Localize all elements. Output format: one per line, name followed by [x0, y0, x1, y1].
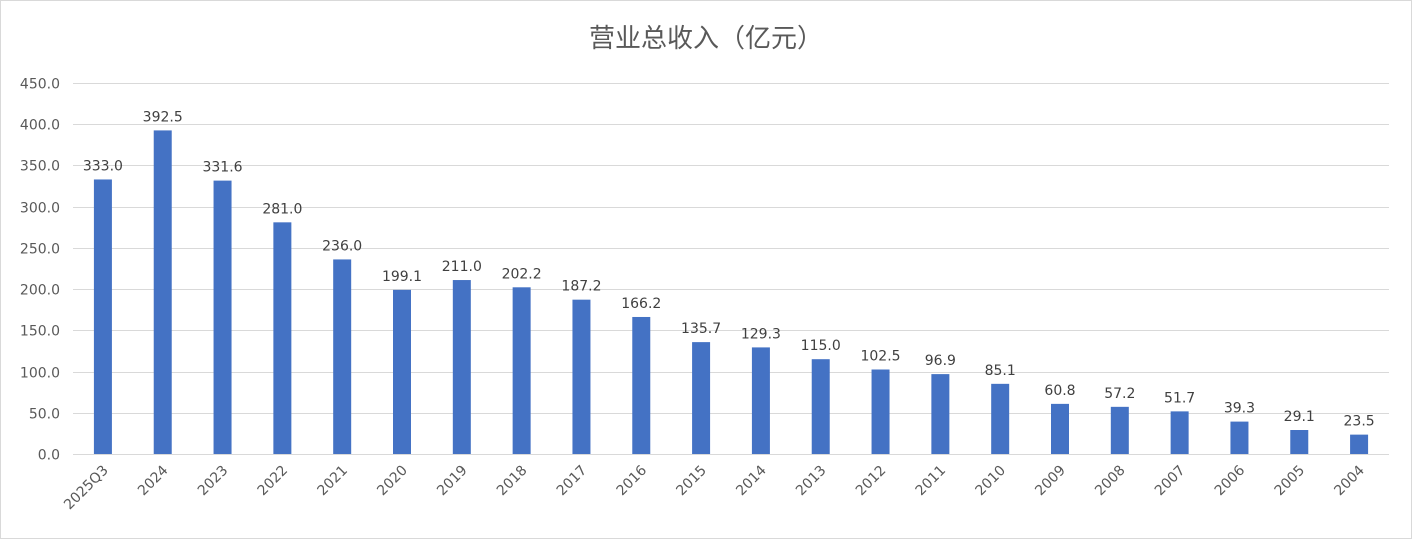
bar [213, 180, 232, 454]
data-label: 331.6 [202, 160, 242, 176]
data-label: 85.1 [985, 363, 1016, 379]
y-tick-label: 300.0 [20, 201, 60, 217]
data-label: 187.2 [561, 279, 601, 295]
data-label: 51.7 [1164, 390, 1195, 406]
bar [1110, 406, 1129, 454]
bar [811, 359, 830, 454]
x-tick-label: 2021 [314, 463, 351, 500]
data-label: 281.0 [262, 201, 302, 217]
data-label: 39.3 [1224, 401, 1255, 417]
bar [512, 287, 531, 454]
data-label: 23.5 [1344, 414, 1375, 430]
chart-title: 营业总收入（亿元） [589, 24, 823, 54]
x-tick-label: 2008 [1092, 463, 1129, 500]
bar [333, 259, 352, 454]
x-tick-label: 2010 [972, 463, 1009, 500]
bar [632, 316, 651, 454]
data-label: 135.7 [681, 321, 721, 337]
data-label: 57.2 [1104, 386, 1135, 402]
x-tick-label: 2005 [1272, 463, 1309, 500]
y-axis-ticks: 0.0 50.0 100.0 150.0 200.0 250.0 300.0 350.0 400… [20, 77, 60, 464]
y-tick-label: 100.0 [20, 366, 60, 382]
y-tick-label: 350.0 [20, 159, 60, 175]
y-tick-label: 200.0 [20, 283, 60, 299]
x-tick-label: 2007 [1152, 463, 1189, 500]
y-tick-label: 50.0 [29, 407, 60, 423]
x-tick-label: 2011 [913, 463, 950, 500]
bar [1230, 421, 1249, 454]
x-tick-label: 2020 [374, 463, 411, 500]
y-tick-label: 250.0 [20, 242, 60, 258]
bar [991, 383, 1010, 454]
data-label: 211.0 [442, 259, 482, 275]
bar [931, 374, 950, 454]
bar [93, 179, 112, 454]
data-label: 166.2 [621, 296, 661, 312]
gridlines [73, 83, 1389, 455]
y-tick-label: 400.0 [20, 118, 60, 134]
x-tick-label: 2024 [135, 462, 172, 499]
bar [1051, 403, 1069, 454]
data-label: 96.9 [925, 353, 956, 369]
data-label: 115.0 [801, 338, 841, 354]
data-label: 236.0 [322, 238, 362, 254]
bar [751, 347, 770, 454]
x-tick-label: 2009 [1032, 463, 1069, 500]
bar [273, 222, 292, 454]
bar [572, 299, 591, 454]
y-tick-label: 0.0 [38, 448, 60, 464]
data-label: 102.5 [860, 348, 900, 364]
x-tick-label: 2025Q3 [61, 463, 112, 514]
bar [393, 289, 411, 454]
bar [153, 130, 172, 454]
bar [1290, 430, 1309, 454]
x-tick-label: 2015 [673, 463, 710, 500]
x-tick-label: 2004 [1331, 462, 1368, 499]
data-label: 199.1 [382, 269, 422, 285]
x-tick-label: 2018 [494, 463, 531, 500]
data-label: 29.1 [1284, 409, 1315, 425]
x-tick-label: 2017 [554, 463, 591, 500]
x-axis-ticks: 2025Q3 2024 2023 2022 2021 2020 2019 2018 2017 20… [61, 462, 1368, 513]
x-tick-label: 2014 [733, 462, 770, 499]
x-tick-label: 2023 [195, 463, 232, 500]
bar [1350, 434, 1369, 454]
x-tick-label: 2006 [1212, 462, 1249, 499]
y-tick-label: 450.0 [20, 77, 60, 93]
x-tick-label: 2016 [614, 462, 651, 499]
bar [692, 342, 711, 454]
data-label: 129.3 [741, 326, 781, 342]
bar [1170, 411, 1189, 454]
data-labels: 333.0 392.5 331.6 281.0 236.0 199.1 211.0 202.2… [83, 109, 1375, 429]
bars [93, 130, 1369, 454]
bar [452, 280, 471, 454]
data-label: 392.5 [143, 109, 183, 125]
x-tick-label: 2019 [434, 463, 471, 500]
x-tick-label: 2022 [255, 463, 292, 500]
y-tick-label: 150.0 [20, 324, 60, 340]
data-label: 333.0 [83, 158, 123, 174]
data-label: 60.8 [1044, 383, 1075, 399]
data-label: 202.2 [502, 266, 542, 282]
x-tick-label: 2013 [793, 463, 830, 500]
bar [871, 369, 890, 454]
x-tick-label: 2012 [853, 463, 890, 500]
